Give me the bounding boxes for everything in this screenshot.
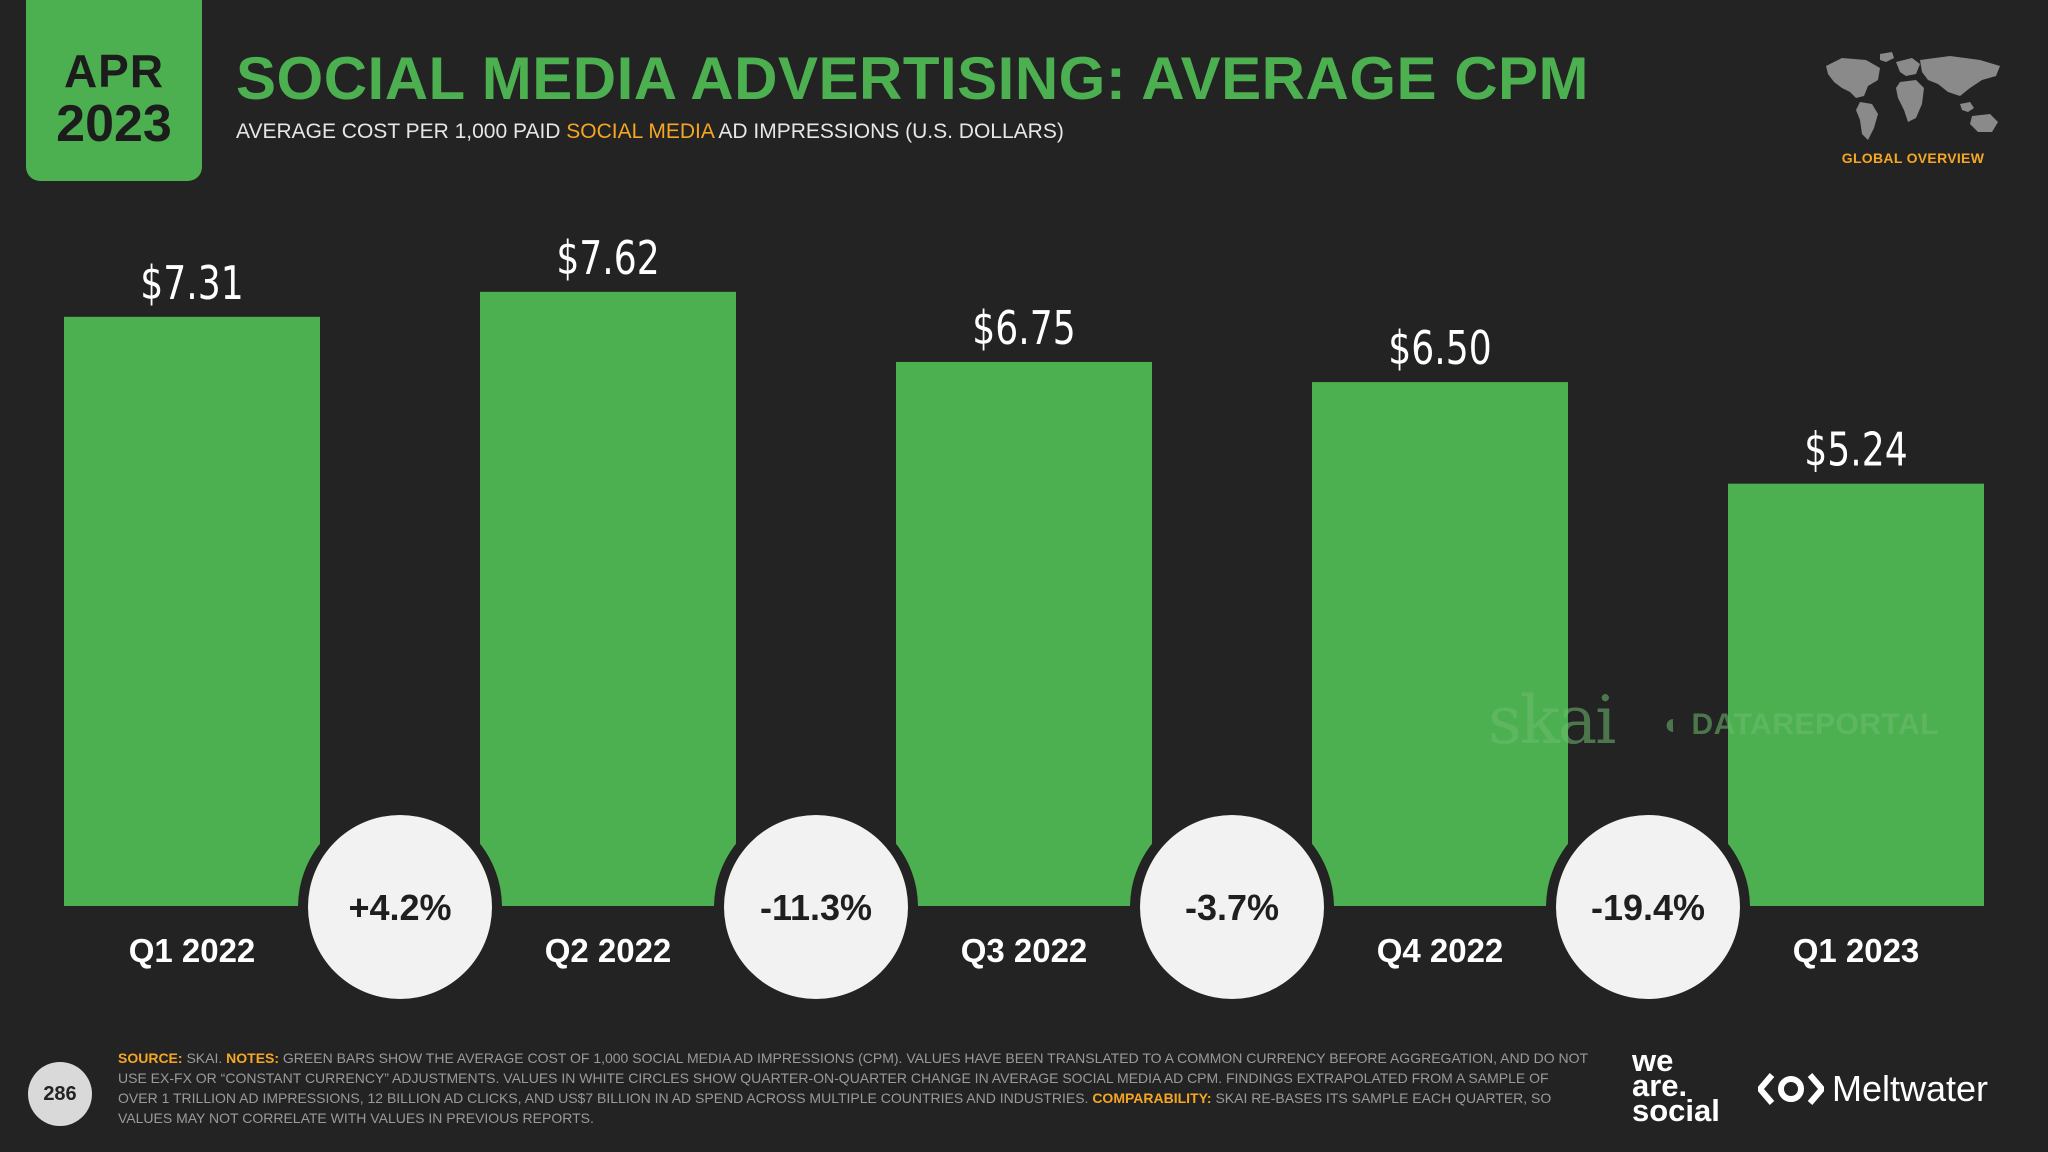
change-label: -11.3% — [760, 887, 872, 928]
map-label: GLOBAL OVERVIEW — [1841, 150, 1985, 166]
change-label: +4.2% — [348, 887, 451, 928]
badge-year: 2023 — [56, 95, 172, 153]
comparability-label: COMPARABILITY: — [1092, 1090, 1212, 1106]
notes-text: GREEN BARS SHOW THE AVERAGE COST OF 1,00… — [118, 1050, 1588, 1106]
meltwater-text: Meltwater — [1832, 1068, 1989, 1109]
bar — [896, 361, 1152, 906]
page-number: 286 — [28, 1062, 92, 1126]
footnote: SOURCE: SKAI. NOTES: GREEN BARS SHOW THE… — [118, 1048, 1588, 1128]
x-tick-label: Q4 2022 — [1377, 932, 1504, 969]
change-circle — [724, 815, 908, 999]
brand-line-1: we — [1632, 1043, 1674, 1078]
x-tick-label: Q1 2023 — [1793, 932, 1920, 969]
badge-month: APR — [63, 45, 165, 97]
page-title: SOCIAL MEDIA ADVERTISING: AVERAGE CPM — [236, 45, 1590, 112]
change-label: -3.7% — [1185, 887, 1279, 928]
bar — [64, 316, 320, 907]
subtitle-post: AD IMPRESSIONS (U.S. DOLLARS) — [713, 120, 1064, 143]
bar — [1312, 382, 1568, 907]
brand-line-3: social — [1632, 1093, 1720, 1128]
change-circle — [1140, 815, 1324, 999]
bar-value-label: $7.62 — [556, 231, 659, 284]
datareportal-text: DATAREPORTAL — [1691, 708, 1940, 741]
change-circle — [308, 815, 492, 999]
notes-label: NOTES: — [226, 1050, 280, 1066]
bar — [480, 291, 736, 906]
page-subtitle: AVERAGE COST PER 1,000 PAID SOCIAL MEDIA… — [236, 120, 1064, 144]
bar-value-label: $7.31 — [140, 256, 243, 309]
bar-value-label: $6.50 — [1388, 322, 1491, 375]
x-tick-label: Q1 2022 — [129, 932, 256, 969]
subtitle-highlight: SOCIAL MEDIA — [566, 120, 714, 143]
we-are-social-logo: we are. social — [1632, 1043, 1720, 1128]
comparability-text: SKAI RE-BASES ITS SAMPLE EACH QUARTER, S… — [118, 1090, 1552, 1126]
bar — [1728, 483, 1984, 906]
brand-line-2: are. — [1632, 1068, 1688, 1103]
subtitle-pre: AVERAGE COST PER 1,000 PAID — [236, 120, 567, 143]
x-tick-label: Q2 2022 — [545, 932, 672, 969]
meltwater-icon — [1758, 1073, 1824, 1105]
datareportal-watermark: ◐ DATAREPORTAL — [1664, 708, 1940, 741]
world-map-icon — [1826, 52, 2000, 140]
meltwater-logo: Meltwater — [1758, 1068, 1988, 1110]
change-circle — [1556, 815, 1740, 999]
date-badge: APR 2023 — [26, 0, 202, 181]
bar-value-label: $5.24 — [1804, 423, 1907, 476]
source-label: SOURCE: — [118, 1050, 183, 1066]
source-text: SKAI. — [182, 1050, 227, 1066]
bar-value-label: $6.75 — [972, 302, 1075, 355]
change-label: -19.4% — [1591, 887, 1705, 928]
skai-watermark: skai — [1488, 682, 1616, 759]
x-tick-label: Q3 2022 — [961, 932, 1088, 969]
